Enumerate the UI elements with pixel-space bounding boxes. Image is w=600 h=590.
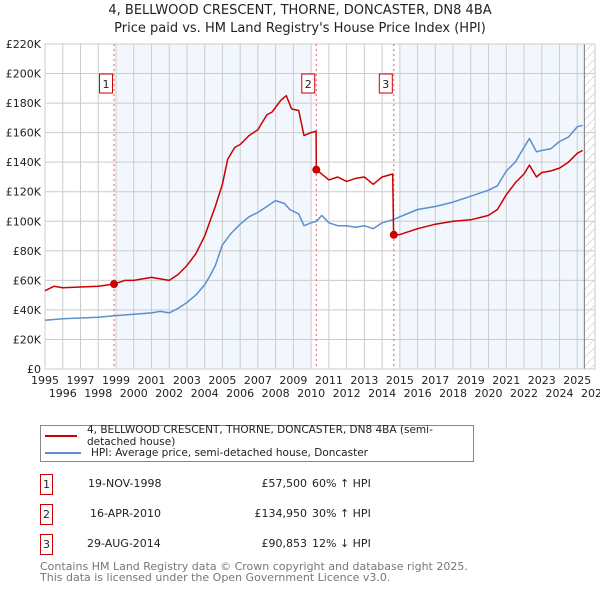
x-tick-label: 2020: [475, 387, 503, 400]
x-tick-label: 2021: [492, 374, 520, 387]
legend: 4, BELLWOOD CRESCENT, THORNE, DONCASTER,…: [40, 424, 474, 462]
transaction-price: £134,950: [254, 507, 308, 520]
x-tick-label: 2023: [528, 374, 556, 387]
transaction-hpi: 60% ↑ HPI: [312, 477, 371, 490]
x-tick-label: 2012: [333, 387, 361, 400]
x-tick-label: 2004: [191, 387, 219, 400]
x-tick-label: 2009: [279, 374, 307, 387]
y-tick-label: £20K: [13, 333, 42, 346]
transaction-hpi: 30% ↑ HPI: [312, 507, 371, 520]
transaction-marker: 2: [40, 504, 53, 525]
x-tick-label: 2011: [315, 374, 343, 387]
transaction-price: £57,500: [261, 477, 308, 490]
y-tick-label: £0: [27, 363, 41, 376]
x-tick-label: 2019: [457, 374, 485, 387]
chart-subtitle: Price paid vs. HM Land Registry's House …: [114, 21, 486, 36]
x-tick-label: 2016: [404, 387, 432, 400]
sale-point: [110, 280, 119, 289]
x-tick-label: 2025: [563, 374, 591, 387]
x-tick-label: 2007: [244, 374, 272, 387]
red-line-swatch: [45, 435, 77, 437]
x-tick-label: 1997: [66, 374, 94, 387]
shaded-period: [115, 44, 312, 369]
transaction-row: 2 16-APR-2010 £134,950 30% ↑ HPI: [40, 504, 600, 525]
shaded-period: [399, 44, 585, 369]
legend-label: 4, BELLWOOD CRESCENT, THORNE, DONCASTER,…: [87, 424, 433, 448]
sale-label-box: [99, 73, 114, 94]
sale-point: [312, 165, 321, 174]
sale-label: 3: [382, 78, 389, 91]
price-chart: 1995199619971998199920002001200220032004…: [6, 38, 600, 400]
legend-item-property: 4, BELLWOOD CRESCENT, THORNE, DONCASTER,…: [41, 424, 473, 448]
x-tick-label: 2014: [368, 387, 396, 400]
x-tick-label: 2024: [546, 387, 574, 400]
plot-border: [44, 43, 596, 370]
x-tick-label: 1999: [102, 374, 130, 387]
x-tick-label: 2018: [439, 387, 467, 400]
x-tick-label: 1998: [84, 387, 112, 400]
transaction-marker: 1: [40, 474, 53, 495]
x-tick-label: 2022: [510, 387, 538, 400]
footer-licence: This data is licensed under the Open Gov…: [40, 571, 391, 584]
x-tick-label: 2001: [137, 374, 165, 387]
x-tick-label: 2017: [421, 374, 449, 387]
x-tick-label: 2002: [155, 387, 183, 400]
legend-label: HPI: Average price, semi-detached house,…: [91, 447, 368, 459]
legend-item-hpi: HPI: Average price, semi-detached house,…: [41, 445, 368, 461]
x-tick-label: 2010: [297, 387, 325, 400]
sale-label: 2: [305, 78, 312, 91]
hpi-series-line: [44, 124, 583, 322]
x-tick-label: 2005: [208, 374, 236, 387]
blue-line-swatch: [45, 452, 81, 454]
footer-copyright: Contains HM Land Registry data © Crown c…: [40, 560, 468, 573]
sale-label: 1: [103, 78, 110, 91]
y-tick-label: £100K: [6, 215, 42, 228]
transaction-date: 29-AUG-2014: [87, 537, 161, 550]
transaction-hpi: 12% ↓ HPI: [312, 537, 371, 550]
y-tick-label: £200K: [6, 68, 42, 81]
transaction-marker: 3: [40, 534, 53, 555]
forecast-hatch: [584, 44, 595, 369]
x-tick-label: 2000: [120, 387, 148, 400]
transaction-price: £90,853: [261, 537, 308, 550]
y-tick-label: £220K: [6, 38, 42, 51]
y-tick-label: £180K: [6, 97, 42, 110]
x-tick-label: 2008: [262, 387, 290, 400]
sale-label-box: [378, 73, 393, 94]
y-tick-label: £160K: [6, 127, 42, 140]
y-tick-label: £80K: [13, 245, 42, 258]
y-tick-label: £120K: [6, 186, 42, 199]
transaction-date: 19-NOV-1998: [88, 477, 162, 490]
x-tick-label: 1995: [31, 374, 59, 387]
transaction-date: 16-APR-2010: [90, 507, 162, 520]
y-tick-label: £140K: [6, 156, 42, 169]
sale-label-box: [301, 73, 316, 94]
x-tick-label: 2013: [350, 374, 378, 387]
x-tick-label: 1996: [49, 387, 77, 400]
x-tick-label: 2026: [581, 387, 600, 400]
x-tick-label: 2006: [226, 387, 254, 400]
property-series-line: [44, 94, 583, 292]
transaction-row: 1 19-NOV-1998 £57,500 60% ↑ HPI: [40, 474, 600, 495]
chart-title: 4, BELLWOOD CRESCENT, THORNE, DONCASTER,…: [108, 3, 492, 18]
y-tick-label: £40K: [13, 304, 42, 317]
x-tick-label: 2003: [173, 374, 201, 387]
x-tick-label: 2015: [386, 374, 414, 387]
transaction-row: 3 29-AUG-2014 £90,853 12% ↓ HPI: [40, 534, 600, 555]
sale-point: [389, 230, 398, 239]
y-tick-label: £60K: [13, 274, 42, 287]
